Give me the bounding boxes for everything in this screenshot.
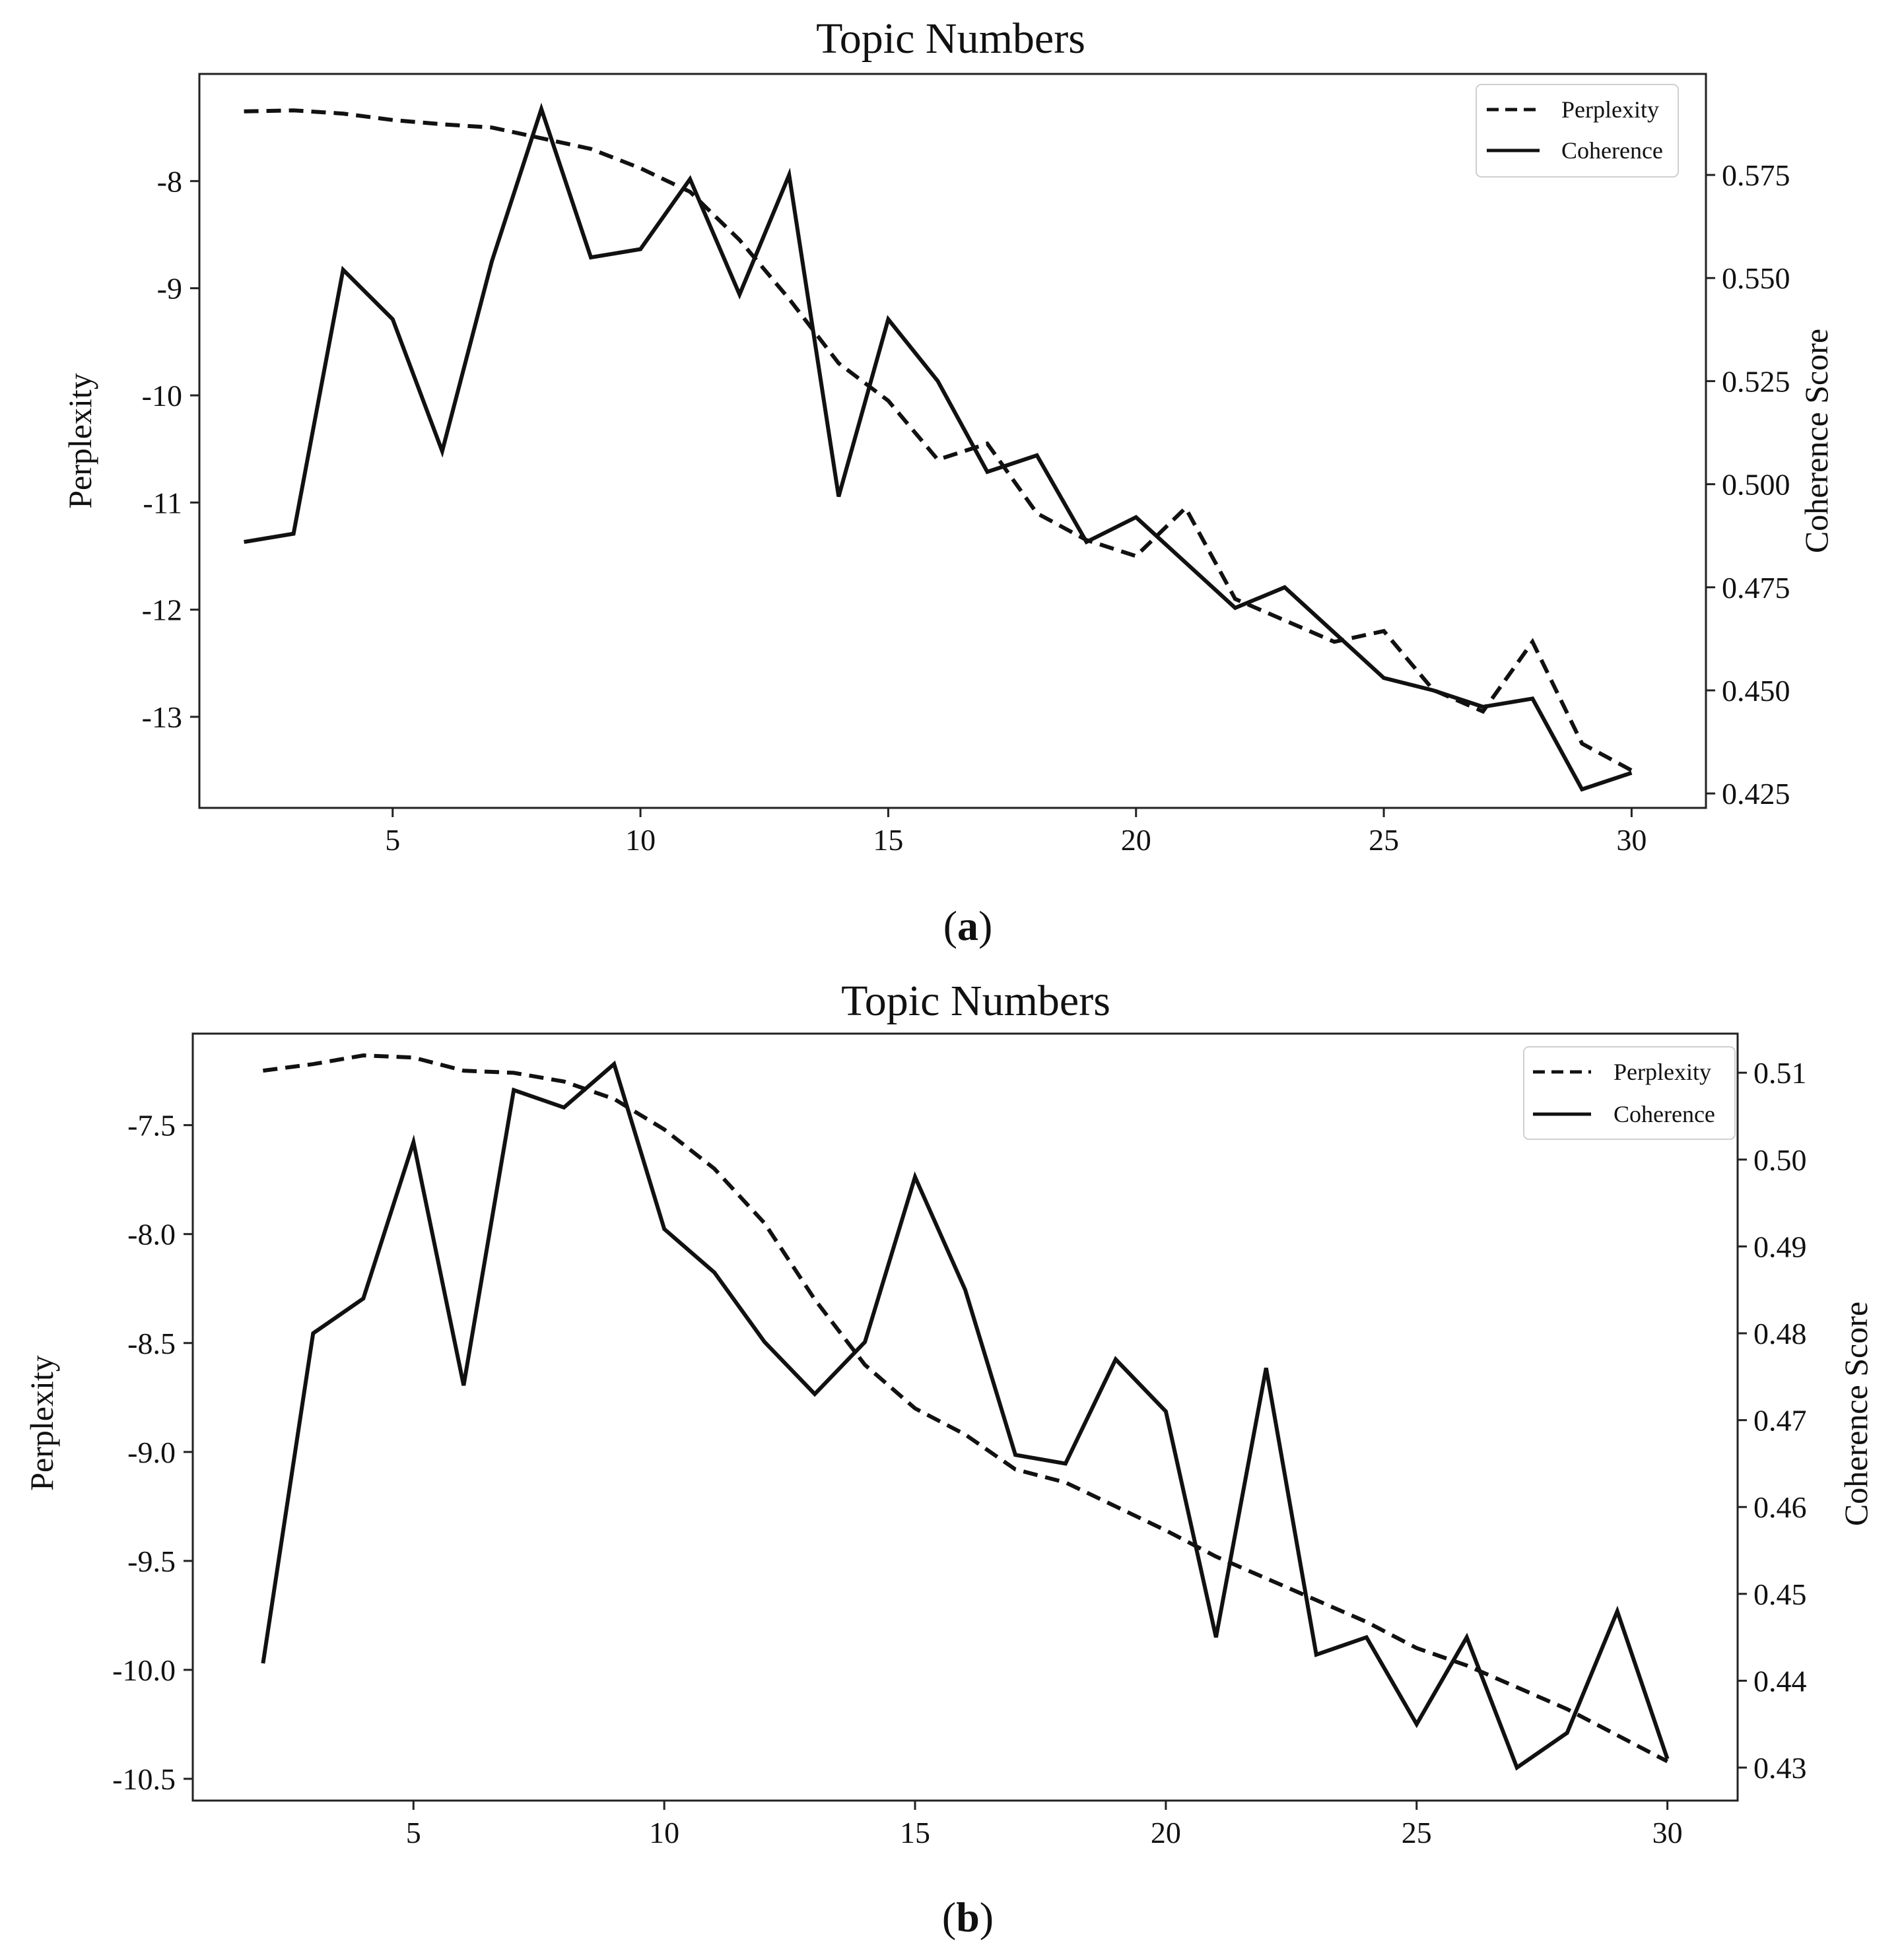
chart-a-ytick-label: -11 (143, 486, 182, 519)
chart-a-legend: Perplexity Coherence (1476, 84, 1679, 178)
chart-panel-a: Topic Numbers 5 10 15 20 25 30 -8 -9 -10 -11 -12 -1… (61, 15, 1835, 949)
chart-b-legend-perplexity: Perplexity (1614, 1059, 1711, 1085)
chart-a-caption: (a) (943, 902, 993, 949)
chart-b-ytick-label: -8.0 (127, 1218, 176, 1251)
chart-a-xtick-label: 10 (625, 823, 656, 857)
chart-b-axes: 5 10 15 20 25 30 -7.5 -8.0 -8.5 -9.0 -9.5 -10.0 -10.… (112, 1056, 1806, 1849)
chart-b-ytick-label: -8.5 (127, 1327, 176, 1360)
chart-a-y2tick-label: 0.575 (1722, 158, 1790, 192)
chart-a-xtick-label: 5 (385, 823, 400, 857)
chart-a-legend-perplexity: Perplexity (1561, 96, 1659, 123)
chart-b-ytick-label: -9.5 (127, 1544, 176, 1578)
chart-b-plot-frame (191, 1032, 1739, 1802)
chart-b-y2tick-label: 0.45 (1753, 1577, 1807, 1611)
chart-b-y2tick-label: 0.44 (1753, 1664, 1807, 1698)
chart-a-xtick-label: 30 (1616, 823, 1647, 857)
chart-b-series-coherence (261, 1060, 1670, 1771)
chart-b-y2tick-label: 0.47 (1753, 1404, 1807, 1438)
chart-b-xtick-label: 25 (1402, 1816, 1432, 1849)
chart-a-y2tick-label: 0.550 (1722, 261, 1790, 295)
chart-b-legend-coherence: Coherence (1614, 1101, 1715, 1127)
chart-b-caption: (b) (942, 1894, 994, 1941)
chart-b-xtick-label: 30 (1652, 1816, 1683, 1849)
chart-b-y2tick-label: 0.43 (1753, 1751, 1807, 1785)
chart-a-ytick-label: -13 (142, 700, 182, 734)
chart-a-y2tick-label: 0.450 (1722, 674, 1790, 708)
chart-b-xtick-label: 5 (406, 1816, 421, 1849)
chart-a-legend-coherence: Coherence (1561, 137, 1663, 164)
chart-b-y2tick-label: 0.48 (1753, 1317, 1807, 1350)
chart-b-legend: Perplexity Coherence (1523, 1046, 1736, 1140)
chart-b-y2tick-label: 0.51 (1753, 1056, 1807, 1090)
chart-a-xtick-label: 25 (1369, 823, 1399, 857)
chart-b-series-perplexity (263, 1053, 1668, 1764)
chart-a-y2tick-label: 0.500 (1722, 468, 1790, 502)
chart-b-ylabel: Perplexity (23, 1355, 60, 1491)
chart-a-y2tick-label: 0.475 (1722, 571, 1790, 605)
chart-b-y2tick-label: 0.49 (1753, 1230, 1807, 1263)
chart-a-axes: 5 10 15 20 25 30 -8 -9 -10 -11 -12 -13 0.575 0.550 0.5… (142, 158, 1790, 857)
chart-a-y2tick-label: 0.525 (1722, 364, 1790, 398)
chart-a-title: Topic Numbers (816, 15, 1085, 63)
chart-panel-b: Topic Numbers 5 10 15 20 25 30 -7.5 -8.0 -8.5 -9.… (23, 977, 1874, 1941)
chart-b-y2tick-label: 0.46 (1753, 1490, 1807, 1524)
chart-a-xtick-label: 20 (1121, 823, 1151, 857)
chart-a-caption-letter: a (957, 902, 978, 949)
chart-b-y2tick-label: 0.50 (1753, 1143, 1807, 1177)
chart-b-series (261, 1053, 1670, 1771)
chart-a-y2tick-label: 0.425 (1722, 777, 1790, 811)
chart-a-ytick-label: -8 (157, 164, 182, 198)
chart-b-ytick-label: -9.0 (127, 1436, 176, 1469)
chart-b-ytick-label: -10.0 (112, 1653, 176, 1687)
chart-a-ytick-label: -9 (157, 272, 182, 306)
chart-a-series (244, 102, 1633, 792)
chart-b-y2label: Coherence Score (1837, 1302, 1874, 1526)
chart-a-plot-frame (198, 73, 1707, 809)
chart-b-xtick-label: 10 (649, 1816, 679, 1849)
chart-a-ylabel: Perplexity (61, 373, 98, 509)
chart-b-xtick-label: 15 (900, 1816, 930, 1849)
chart-b-ytick-label: -10.5 (112, 1762, 176, 1796)
chart-a-ytick-label: -10 (142, 379, 182, 413)
chart-a-y2label: Coherence Score (1798, 329, 1835, 553)
chart-a-series-coherence (244, 102, 1633, 792)
chart-a-legend-box (1476, 84, 1679, 178)
chart-a-xtick-label: 15 (873, 823, 903, 857)
chart-a-series-perplexity (244, 108, 1633, 772)
chart-a-ytick-label: -12 (142, 593, 182, 627)
chart-b-title: Topic Numbers (841, 977, 1110, 1025)
chart-b-ytick-label: -7.5 (127, 1109, 176, 1143)
chart-b-legend-box (1523, 1046, 1736, 1140)
chart-b-caption-letter: b (956, 1894, 980, 1941)
chart-b-xtick-label: 20 (1151, 1816, 1181, 1849)
